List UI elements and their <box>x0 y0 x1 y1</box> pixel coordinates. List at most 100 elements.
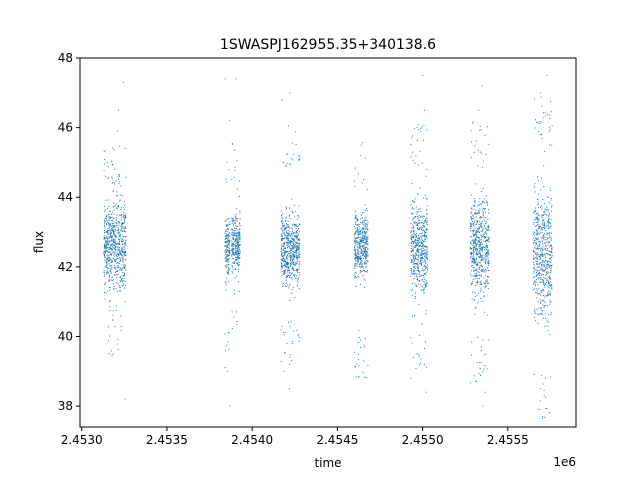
data-point <box>410 230 412 232</box>
data-point <box>224 241 226 243</box>
data-point <box>117 226 119 228</box>
data-point <box>473 257 475 259</box>
data-point <box>107 233 109 235</box>
data-point <box>284 237 286 239</box>
data-point <box>483 257 485 259</box>
data-point <box>475 270 477 272</box>
data-point <box>479 224 481 226</box>
data-point <box>103 251 105 253</box>
data-point <box>226 259 228 261</box>
data-point <box>120 226 122 228</box>
data-point <box>474 241 476 243</box>
data-point <box>365 241 367 243</box>
data-point <box>415 236 417 238</box>
data-point <box>124 264 126 266</box>
data-point <box>551 206 553 208</box>
data-point <box>120 326 122 327</box>
data-point <box>414 201 416 203</box>
data-point <box>104 252 106 254</box>
data-point <box>420 262 422 264</box>
data-point <box>482 213 484 215</box>
data-point <box>286 242 288 244</box>
data-point <box>125 213 127 215</box>
data-point <box>289 254 291 256</box>
data-point <box>423 292 425 294</box>
data-point <box>109 299 111 301</box>
data-point <box>110 216 112 218</box>
data-point <box>354 221 356 223</box>
data-point <box>107 238 109 240</box>
data-point <box>358 236 360 238</box>
data-point <box>478 210 480 212</box>
data-point <box>121 244 123 246</box>
data-point <box>474 202 476 204</box>
data-point <box>413 260 415 262</box>
data-point <box>231 234 233 236</box>
data-point <box>475 233 477 235</box>
data-point <box>550 111 552 113</box>
data-point <box>410 337 412 339</box>
data-point <box>479 250 481 252</box>
data-point <box>364 236 366 238</box>
data-point <box>284 241 286 243</box>
data-point <box>424 231 426 233</box>
data-point <box>547 210 549 212</box>
data-point <box>475 268 477 270</box>
data-point <box>237 256 239 258</box>
data-point <box>116 265 118 267</box>
data-point <box>233 247 235 249</box>
data-point <box>425 284 427 286</box>
data-point <box>288 250 290 252</box>
data-point <box>476 240 478 242</box>
data-point <box>480 264 482 266</box>
data-point <box>411 342 413 344</box>
data-point <box>474 213 476 215</box>
data-point <box>488 259 490 261</box>
data-point <box>470 257 472 259</box>
data-point <box>480 362 482 364</box>
data-point <box>115 288 117 290</box>
data-point <box>544 297 546 299</box>
data-point <box>470 223 472 225</box>
data-point <box>414 222 416 224</box>
data-point <box>110 254 112 256</box>
data-point <box>420 264 422 266</box>
data-point <box>363 278 365 280</box>
data-point <box>283 230 285 232</box>
data-point <box>544 112 546 114</box>
data-point <box>226 161 228 163</box>
data-point <box>120 253 122 255</box>
data-point <box>110 229 112 231</box>
data-point <box>541 205 543 207</box>
data-point <box>225 224 227 226</box>
data-point <box>551 254 553 256</box>
data-point <box>533 272 535 274</box>
data-point <box>360 248 362 250</box>
data-point <box>544 313 546 315</box>
data-point <box>539 299 541 301</box>
data-point <box>539 281 541 283</box>
data-point <box>536 238 538 240</box>
data-point <box>283 224 285 226</box>
data-point <box>547 241 549 243</box>
data-point <box>117 274 119 276</box>
data-point <box>472 275 474 277</box>
data-point <box>478 243 480 245</box>
data-point <box>481 85 483 87</box>
data-point <box>424 194 426 196</box>
data-point <box>116 253 118 255</box>
data-point <box>226 224 228 226</box>
data-point <box>280 239 282 241</box>
data-point <box>228 264 230 265</box>
data-point <box>236 259 237 261</box>
data-point <box>470 235 472 237</box>
data-point <box>366 219 368 221</box>
data-point <box>532 233 534 235</box>
data-point <box>423 230 425 232</box>
data-point <box>289 246 291 248</box>
data-point <box>484 365 486 367</box>
data-point <box>358 231 360 233</box>
data-point <box>110 233 112 235</box>
data-point <box>124 244 126 246</box>
data-point <box>110 254 112 256</box>
